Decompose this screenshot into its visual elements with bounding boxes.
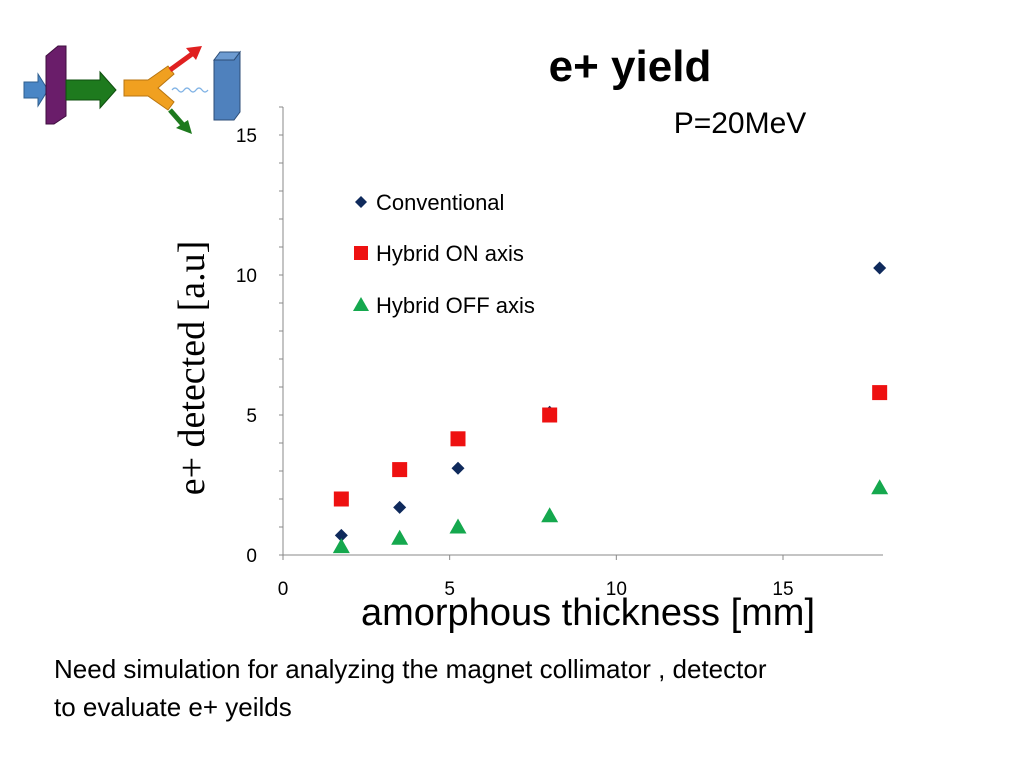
positron-up-arrow-icon (186, 46, 202, 60)
data-point-diamond (451, 461, 465, 475)
beamline-schematic-icon (20, 40, 260, 145)
note-line-2: to evaluate e+ yeilds (54, 692, 292, 722)
x-tick-label: 15 (772, 579, 793, 600)
slide-subtitle: P=20MeV (673, 107, 807, 140)
slide-note: Need simulation for analyzing the magnet… (54, 650, 954, 726)
y-tick-label: 10 (236, 266, 257, 287)
data-point-diamond (393, 500, 407, 514)
legend-label: Conventional (376, 190, 504, 215)
legend-swatch-square (354, 246, 368, 260)
y-axis-label: e+ detected [a.u] (171, 241, 213, 496)
target-crystal-icon (45, 45, 67, 125)
data-point-triangle (391, 529, 409, 545)
electron-down-arrow-icon (176, 120, 192, 134)
data-point-square (872, 385, 888, 401)
y-tick-label: 5 (246, 406, 257, 427)
data-point-square (333, 491, 349, 507)
data-point-diamond (873, 261, 887, 275)
data-point-diamond (334, 528, 348, 542)
chart-marks (332, 261, 889, 554)
data-point-triangle (332, 538, 350, 554)
y-tick-label: 0 (246, 546, 257, 567)
legend-swatch-diamond (355, 196, 367, 208)
note-line-1: Need simulation for analyzing the magnet… (54, 654, 767, 684)
gamma-wave-icon (171, 87, 209, 93)
beam-arrow-icon (23, 72, 49, 108)
legend-label: Hybrid ON axis (376, 241, 524, 266)
data-point-square (542, 407, 558, 423)
chart-legend: Conventional Hybrid ON axis Hybrid OFF axi… (353, 190, 535, 318)
slide-title: e+ yield (548, 42, 712, 91)
legend-swatch-triangle (353, 297, 369, 311)
particle-arrow-icon (65, 70, 117, 110)
data-point-square (450, 431, 466, 447)
x-tick-label: 5 (444, 579, 455, 600)
collimator-icon (123, 65, 175, 111)
y-tick-label: 15 (236, 126, 257, 147)
legend-label: Hybrid OFF axis (376, 293, 535, 318)
data-point-triangle (871, 479, 889, 495)
chart-ticks: 0 5 10 15 0 5 10 15 (236, 106, 794, 600)
x-axis-label: amorphous thickness [mm] (361, 592, 815, 634)
chart-axes (282, 107, 883, 556)
data-point-triangle (541, 507, 559, 523)
data-point-triangle (449, 518, 467, 534)
x-tick-label: 0 (278, 579, 289, 600)
x-tick-label: 10 (606, 579, 627, 600)
data-point-square (392, 462, 408, 478)
